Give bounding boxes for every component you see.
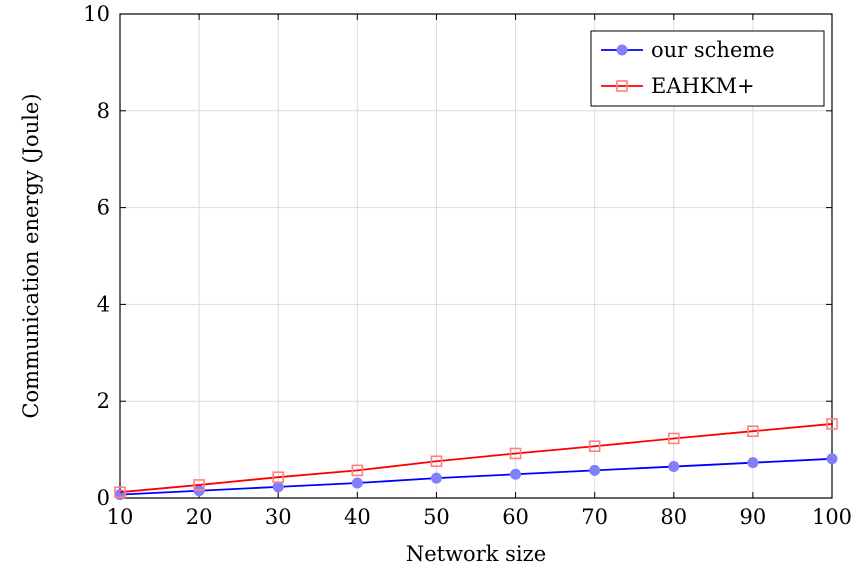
axis-ticks: 10 20 30 40 50 60 70 80 90 100 0 2 4 6 8 10: [83, 2, 852, 529]
data-point: [826, 418, 838, 430]
x-tick-label: 80: [660, 505, 687, 529]
data-point: [114, 486, 126, 498]
legend-entry: EAHKM+: [601, 74, 755, 98]
data-point: [589, 464, 601, 476]
y-tick-label: 10: [83, 2, 110, 26]
data-point: [272, 481, 284, 493]
y-tick-label: 2: [97, 389, 110, 413]
data-point: [667, 432, 680, 445]
plot-frame: [119, 13, 833, 499]
data-point: [430, 472, 442, 484]
data-point: [351, 477, 363, 489]
x-tick-label: 50: [423, 505, 450, 529]
series-line: [119, 457, 833, 496]
x-tick-label: 60: [502, 505, 529, 529]
x-axis-title: Network size: [406, 542, 546, 566]
data-point: [272, 471, 285, 483]
data-point: [193, 485, 205, 497]
y-tick-label: 6: [97, 196, 110, 220]
legend-label: EAHKM+: [651, 74, 755, 98]
data-point: [826, 453, 838, 465]
data-point: [351, 464, 364, 477]
legend-label: our scheme: [651, 38, 775, 62]
series-eahkm: [114, 418, 838, 498]
x-tick-label: 90: [740, 505, 767, 529]
x-tick-label: 20: [186, 505, 213, 529]
series-our-scheme: [114, 453, 838, 501]
y-tick-label: 4: [97, 292, 110, 316]
x-tick-label: 30: [265, 505, 292, 529]
data-point: [510, 468, 522, 480]
data-point: [509, 447, 522, 460]
x-tick-label: 70: [581, 505, 608, 529]
data-point: [616, 44, 628, 56]
series-layer: [114, 418, 838, 501]
legend-box: [590, 30, 825, 107]
legend: our scheme EAHKM+: [590, 30, 825, 107]
data-point: [430, 455, 443, 468]
series-line: [119, 423, 833, 494]
data-point: [588, 440, 601, 453]
y-tick-label: 8: [97, 99, 110, 123]
y-axis-title: Communication energy (Joule): [19, 93, 43, 418]
data-point: [193, 479, 205, 491]
data-point: [747, 425, 759, 438]
y-tick-label: 0: [97, 486, 110, 510]
data-point: [616, 80, 628, 92]
x-tick-label: 100: [812, 505, 852, 529]
data-point: [668, 461, 680, 473]
x-tick-label: 40: [344, 505, 371, 529]
x-tick-label: 10: [107, 505, 134, 529]
data-point: [747, 457, 759, 469]
legend-entry: our scheme: [601, 38, 775, 62]
